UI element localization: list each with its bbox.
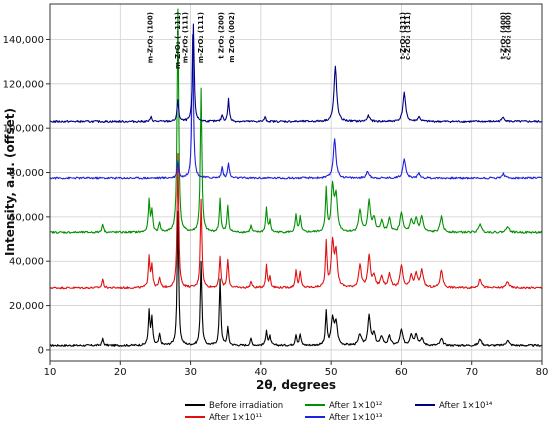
y-tick-label: 140,000 (3, 35, 44, 46)
peak-label: t-ZrO₂ (400) (499, 12, 507, 59)
series-line (49, 23, 543, 124)
x-tick-label: 20 (114, 367, 127, 378)
series-line (49, 8, 543, 234)
y-tick-label: 100,000 (3, 124, 44, 135)
y-axis: 0 20,000 40,000 60,000 80,000 100,000 120,000 1… (3, 35, 50, 356)
series-line (49, 153, 543, 290)
plot-background (50, 4, 542, 361)
legend-label: After 1×10¹¹ (209, 413, 262, 423)
peak-label: t ZrO₂ (200) (218, 12, 226, 59)
x-tick-label: 60 (395, 367, 408, 378)
legend-label: After 1×10¹⁴ (439, 401, 493, 411)
plot-frame (49, 3, 543, 362)
peak-label: m-ZrO₂ (−111) (174, 12, 182, 69)
peak-label: m-ZrO₂ (100) (147, 12, 155, 63)
peak-label: c-ZrO₂ (311) (404, 12, 412, 60)
y-tick-label: 80,000 (9, 168, 44, 179)
peak-label: t-ZrO₂ (311) (399, 12, 407, 59)
x-tick-label: 10 (44, 367, 57, 378)
y-tick-label: 40,000 (9, 257, 44, 268)
legend-label: Before irradiation (209, 401, 283, 411)
peak-label: m-ZrO₂ (111) (182, 12, 190, 63)
peak-label: m ZrO₂ (002) (228, 12, 236, 63)
x-tick-label: 80 (536, 367, 549, 378)
grid (49, 4, 543, 361)
series-line (49, 210, 543, 347)
x-tick-label: 50 (325, 367, 338, 378)
y-tick-label: 120,000 (3, 79, 44, 90)
x-tick-label: 30 (184, 367, 197, 378)
y-tick-label: 0 (38, 345, 44, 356)
y-tick-label: 20,000 (9, 301, 44, 312)
peak-label: m-ZrO₂ (111) (197, 12, 205, 63)
legend-label: After 1×10¹³ (329, 413, 382, 423)
x-axis: 10 20 30 40 50 60 70 80 (44, 361, 549, 378)
y-tick-label: 60,000 (9, 212, 44, 223)
legend-label: After 1×10¹² (329, 401, 382, 411)
y-axis-title: Intensity, a.u. (offset) (3, 108, 17, 256)
series-line (49, 34, 543, 180)
x-axis-title: 2θ, degrees (256, 378, 336, 392)
x-tick-label: 70 (465, 367, 478, 378)
legend: Before irradiation After 1×10¹² After 1×10… (185, 401, 493, 423)
peak-annotations: m-ZrO₂ (100) m-ZrO₂ (−111) m-ZrO₂ (111) m-Z… (147, 12, 513, 69)
peak-label: c-ZrO₂ (400) (504, 12, 512, 60)
series-layer (49, 8, 543, 347)
x-tick-label: 40 (254, 367, 267, 378)
